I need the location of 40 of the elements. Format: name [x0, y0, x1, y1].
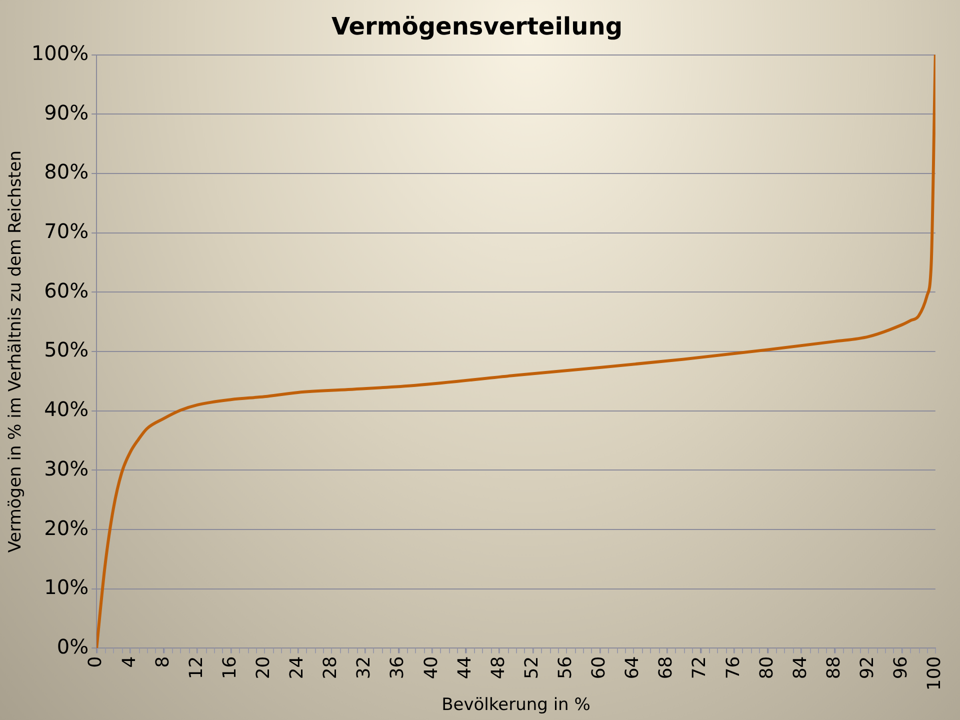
y-tick-label: 0%	[56, 634, 89, 658]
x-tick-label: 68	[656, 656, 677, 680]
x-tick-label: 40	[420, 656, 442, 680]
x-tick-label: 52	[521, 656, 542, 680]
x-tick-label: 60	[588, 656, 610, 680]
x-tick-label: 4	[118, 656, 140, 668]
y-tick-label: 90%	[44, 100, 89, 124]
x-tick-label: 16	[219, 656, 240, 680]
x-tick-label: 32	[354, 656, 375, 680]
y-tick-label: 30%	[44, 456, 89, 480]
x-tick-label: 100	[924, 656, 946, 691]
y-tick-label: 10%	[44, 575, 89, 600]
x-tick-label: 36	[387, 656, 408, 680]
x-tick-label: 24	[286, 656, 308, 680]
x-axis-title: Bevölkerung in %	[442, 695, 590, 716]
x-tick-label: 8	[152, 656, 174, 668]
x-tick-label: 72	[689, 656, 710, 680]
x-tick-label: 84	[790, 656, 811, 680]
x-tick-label: 48	[488, 656, 509, 680]
x-tick-label: 64	[622, 656, 644, 680]
y-axis-title: Vermögen in % im Verhältnis zu dem Reichsten	[6, 150, 26, 553]
x-tick-label: 0	[85, 656, 106, 668]
y-tick-label: 50%	[44, 338, 89, 362]
y-tick-label: 40%	[44, 397, 89, 422]
x-tick-label: 28	[320, 656, 342, 680]
x-tick-label: 76	[722, 656, 744, 680]
x-tick-label: 88	[823, 656, 844, 680]
x-tick-label: 12	[186, 656, 207, 680]
x-tick-label: 44	[454, 656, 476, 680]
x-tick-label: 96	[890, 656, 912, 680]
x-tick-label: 80	[756, 656, 778, 680]
y-tick-label: 60%	[44, 278, 89, 302]
y-tick-label: 20%	[44, 516, 89, 540]
y-tick-label: 80%	[44, 160, 89, 184]
x-tick-label: 56	[554, 656, 576, 680]
chart-title: Vermögensverteilung	[331, 12, 623, 41]
x-tick-label: 92	[856, 656, 878, 680]
y-tick-label: 100%	[31, 41, 89, 66]
x-tick-label: 20	[253, 656, 274, 680]
y-tick-label: 70%	[44, 219, 89, 244]
